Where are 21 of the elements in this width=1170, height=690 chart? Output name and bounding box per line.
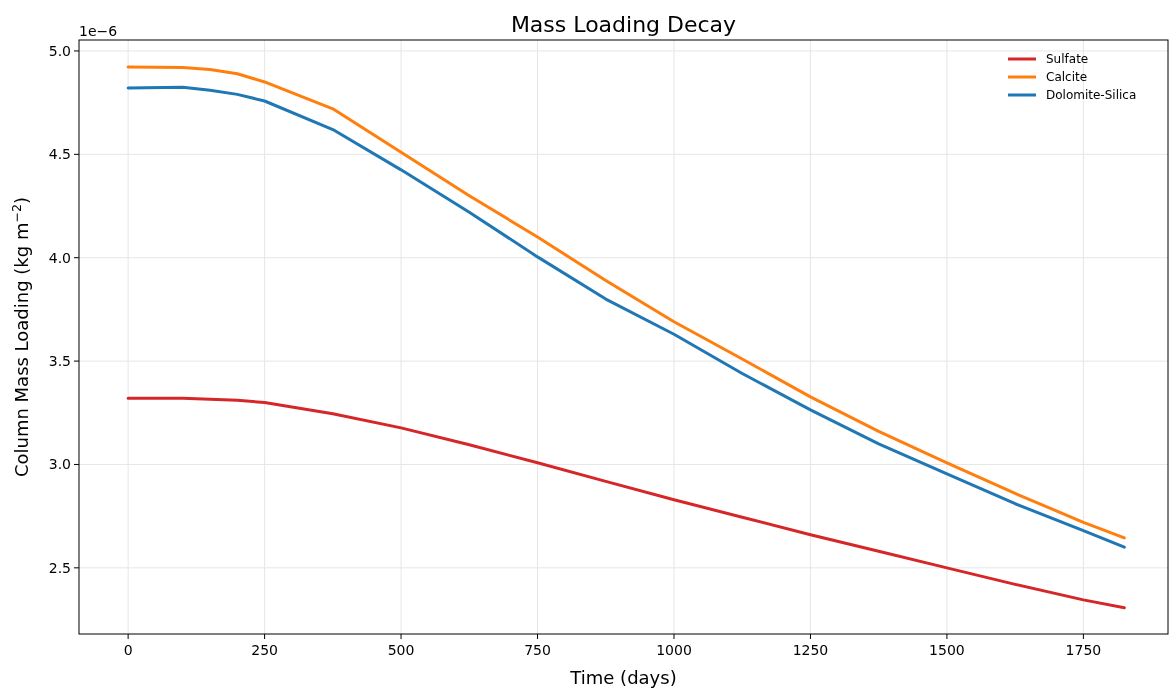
line-series [126,396,1126,610]
legend-label: Calcite [1046,70,1088,85]
x-tick-label: 1750 [1065,642,1102,658]
y-tick-label: 4.5 [48,146,71,163]
y-tick-label: 2.5 [48,559,71,576]
legend-label: Dolomite-Silica [1046,88,1137,103]
x-tick-label: 0 [123,642,133,658]
x-tick-label: 750 [524,642,551,658]
legend-label: Sulfate [1046,52,1089,67]
x-tick-label: 250 [251,642,278,658]
x-tick-label: 1250 [792,642,829,658]
x-tick-label: 1500 [929,642,965,658]
chart-title: Mass Loading Decay [510,12,737,37]
x-tick-label: 500 [387,642,415,658]
x-tick-label: 1000 [656,642,692,658]
y-tick-label: 5.0 [48,42,71,59]
text: 1e−6 [79,23,118,39]
y-tick-label: 3.5 [48,352,71,369]
y-tick-label: 4.0 [48,249,71,266]
y-tick-label: 3.0 [48,456,71,473]
x-axis-title: Time (days) [569,667,677,688]
